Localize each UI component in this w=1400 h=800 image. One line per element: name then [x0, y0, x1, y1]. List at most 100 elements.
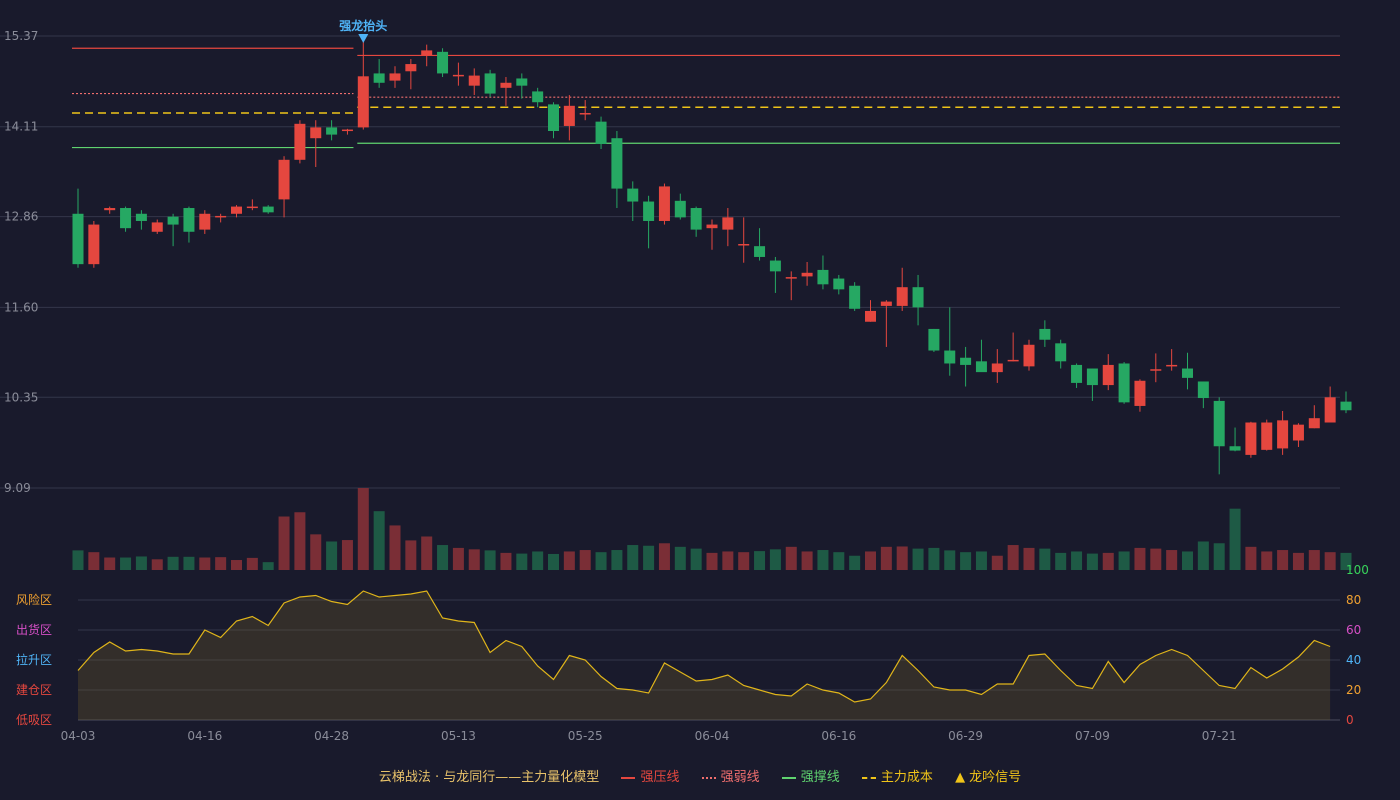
candle	[595, 116, 607, 149]
candle-body	[389, 73, 401, 81]
candle-body	[991, 363, 1003, 373]
candle-body	[801, 272, 813, 277]
candle-body	[1039, 328, 1051, 340]
candle-body	[627, 188, 639, 202]
volume-bar	[865, 551, 876, 570]
candle-body	[769, 260, 781, 272]
volume-bar	[278, 516, 290, 570]
volume-bar	[167, 556, 179, 570]
volume-bar	[199, 557, 211, 570]
volume-bar	[611, 550, 623, 570]
candle	[532, 87, 544, 108]
volume-bar	[341, 540, 353, 570]
candle-body	[690, 208, 702, 230]
candle	[1182, 352, 1193, 390]
chart-legend: 云梯战法 · 与龙同行——主力量化模型 强压线 强弱线 强撑线 主力成本 ▲ 龙吟…	[0, 766, 1400, 785]
volume-bar	[991, 555, 1003, 570]
candle	[1197, 381, 1209, 409]
candle-body	[373, 73, 385, 83]
candle-body	[1308, 418, 1320, 429]
date-tick-label: 06-16	[821, 729, 856, 743]
candle	[643, 195, 655, 249]
candle	[769, 256, 781, 293]
legend-item-support[interactable]: 强撑线	[781, 770, 844, 785]
candle-body	[1102, 364, 1114, 386]
price-tick-label: 10.35	[4, 390, 38, 404]
candle-body	[1245, 422, 1257, 455]
candle	[1166, 349, 1178, 371]
candle-body	[817, 269, 829, 285]
candle-body	[421, 50, 433, 56]
candle	[865, 300, 876, 322]
volume-bar	[468, 549, 480, 570]
volume-bar	[183, 556, 195, 570]
candle-body	[1023, 344, 1035, 367]
volume-bar	[833, 552, 845, 570]
oscillator-tick-label: 20	[1346, 683, 1361, 697]
oscillator-tick-label: 0	[1346, 713, 1354, 727]
volume-bar	[706, 552, 718, 570]
candle	[896, 267, 908, 311]
zone-label: 建仓区	[16, 683, 52, 697]
volume-bar	[135, 556, 147, 570]
candle	[991, 349, 1003, 383]
volume-bar	[88, 552, 100, 570]
volume-bar	[595, 552, 607, 570]
candle-body	[1134, 380, 1146, 406]
volume-bar	[1134, 547, 1146, 570]
candle	[1023, 339, 1035, 371]
candle-body	[294, 123, 306, 160]
volume-bar	[1055, 552, 1067, 570]
volume-bar	[1324, 552, 1336, 570]
axis-labels: 15.37 14.11 12.86 11.60 10.35 9.09 风险区出货区拉升区建仓…	[4, 29, 1369, 743]
candle-body	[262, 206, 274, 213]
candle-body	[738, 244, 750, 246]
solid-line-icon	[621, 776, 636, 779]
candle	[548, 102, 559, 139]
candle-body	[516, 78, 528, 86]
candle-body	[278, 159, 290, 200]
candle-body	[1007, 359, 1019, 362]
legend-item-signal[interactable]: ▲ 龙吟信号	[955, 770, 1022, 785]
volume-bar	[1308, 550, 1320, 570]
candle	[389, 66, 401, 88]
volume-bar	[1071, 551, 1083, 570]
candle-body	[215, 215, 227, 218]
candle	[960, 346, 972, 387]
volume-bar	[849, 555, 861, 570]
candle-body	[231, 206, 242, 214]
volume-bar	[357, 488, 369, 570]
candle-body	[199, 213, 211, 230]
volume-bar	[231, 560, 242, 570]
volume-bar	[801, 551, 813, 570]
candle	[801, 262, 813, 286]
oscillator-tick-label: 60	[1346, 623, 1361, 637]
volume-bar	[452, 547, 464, 570]
volume-bar	[1277, 550, 1289, 570]
price-tick-label: 15.37	[4, 29, 38, 43]
volume-bar	[1102, 552, 1114, 570]
candle	[500, 77, 512, 106]
candle	[627, 181, 639, 221]
volume-bar	[1292, 552, 1304, 570]
signal-marker: 强龙抬头	[339, 18, 387, 43]
volume-bars	[72, 488, 1352, 570]
legend-item-weak[interactable]: 强弱线	[701, 770, 764, 785]
candle	[1229, 427, 1241, 452]
candle-body	[104, 208, 116, 211]
volume-bar	[437, 545, 449, 570]
candle	[1340, 391, 1352, 414]
volume-bar	[120, 557, 132, 570]
candle	[1134, 379, 1146, 412]
candle-body	[706, 224, 718, 229]
volume-bar	[579, 550, 591, 570]
candle	[326, 120, 338, 141]
candle	[611, 131, 623, 209]
candle	[754, 228, 766, 261]
legend-item-cost[interactable]: 主力成本	[861, 770, 937, 785]
volume-bar	[754, 551, 766, 570]
candle	[278, 156, 290, 218]
legend-item-resistance[interactable]: 强压线	[621, 770, 683, 785]
zone-label: 出货区	[16, 622, 52, 637]
